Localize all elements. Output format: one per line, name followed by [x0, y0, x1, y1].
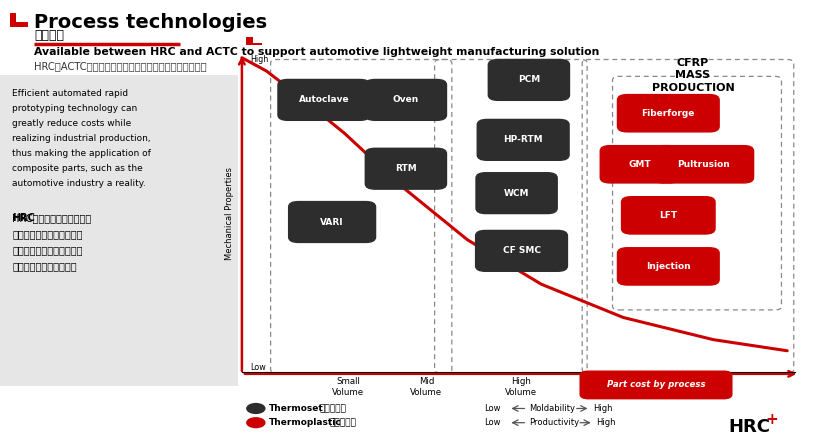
FancyBboxPatch shape	[580, 371, 731, 399]
Text: 成型技术: 成型技术	[34, 29, 65, 42]
Text: High: High	[592, 404, 612, 413]
Bar	[10, 13, 16, 27]
Text: Mid
Volume: Mid Volume	[410, 377, 442, 397]
FancyBboxPatch shape	[475, 173, 557, 214]
FancyBboxPatch shape	[278, 79, 369, 120]
FancyBboxPatch shape	[653, 146, 753, 183]
Text: Process technologies: Process technologies	[34, 13, 267, 32]
FancyBboxPatch shape	[365, 79, 446, 120]
Circle shape	[247, 418, 265, 428]
Text: Part cost by process: Part cost by process	[606, 381, 704, 389]
FancyBboxPatch shape	[488, 59, 568, 100]
Text: Thermoplastic: Thermoplastic	[269, 418, 342, 427]
Text: Productivity: Productivity	[528, 418, 578, 427]
Text: RTM: RTM	[395, 164, 416, 173]
Bar	[246, 37, 252, 45]
Text: CFRP
MASS
PRODUCTION: CFRP MASS PRODUCTION	[651, 58, 733, 92]
Text: 热固型工艺: 热固型工艺	[319, 404, 346, 413]
Text: CF SMC: CF SMC	[502, 246, 540, 255]
Text: High: High	[250, 56, 268, 64]
Text: HP-RTM: HP-RTM	[503, 135, 542, 144]
Text: Mass Production: Mass Production	[613, 377, 684, 386]
Text: Thermoset: Thermoset	[269, 404, 324, 413]
Text: Low: Low	[483, 404, 500, 413]
Text: 热塑型工艺: 热塑型工艺	[329, 418, 356, 427]
Text: HRC: HRC	[727, 418, 769, 436]
FancyBboxPatch shape	[617, 248, 718, 285]
FancyBboxPatch shape	[600, 146, 678, 183]
Text: Autoclave: Autoclave	[298, 95, 349, 104]
FancyBboxPatch shape	[475, 230, 567, 271]
Text: HRC: HRC	[12, 213, 35, 223]
Bar	[0, 75, 238, 386]
Bar	[10, 22, 28, 27]
FancyBboxPatch shape	[617, 95, 718, 132]
Text: Oven: Oven	[392, 95, 419, 104]
Text: GMT: GMT	[627, 160, 650, 169]
FancyBboxPatch shape	[621, 197, 714, 234]
Text: Available between HRC and ACTC to support automotive lightweight manufacturing s: Available between HRC and ACTC to suppor…	[34, 47, 599, 57]
Text: Moldability: Moldability	[528, 404, 574, 413]
Text: HRC拥有多种先进工艺和系
统，高效自动化快速成型技
术极大地降低成本，实现复
合材料零部件工业化应用: HRC拥有多种先进工艺和系 统，高效自动化快速成型技 术极大地降低成本，实现复 …	[12, 213, 92, 271]
Text: HRC和ACTC拥有多种支持汽车轻量化生产方案的成型技术: HRC和ACTC拥有多种支持汽车轻量化生产方案的成型技术	[34, 61, 207, 71]
Bar	[246, 43, 262, 45]
FancyBboxPatch shape	[365, 148, 446, 189]
Text: VARI: VARI	[320, 218, 343, 226]
Text: Mechanical Properties: Mechanical Properties	[225, 167, 233, 260]
Text: Small
Volume: Small Volume	[332, 377, 364, 397]
Text: WCM: WCM	[503, 189, 529, 198]
Text: Pultrusion: Pultrusion	[676, 160, 729, 169]
Text: Low: Low	[483, 418, 500, 427]
Text: High: High	[595, 418, 615, 427]
Text: Efficient automated rapid
prototyping technology can
greatly reduce costs while
: Efficient automated rapid prototyping te…	[12, 89, 151, 187]
Text: High
Volume: High Volume	[504, 377, 536, 397]
Text: LFT: LFT	[658, 211, 676, 220]
FancyBboxPatch shape	[477, 119, 568, 160]
FancyBboxPatch shape	[288, 202, 375, 242]
Circle shape	[247, 404, 265, 413]
Text: PCM: PCM	[517, 75, 540, 84]
Text: Fiberforge: Fiberforge	[640, 109, 695, 118]
Text: Injection: Injection	[645, 262, 690, 271]
Text: Low: Low	[250, 363, 265, 372]
Text: +: +	[764, 412, 777, 427]
